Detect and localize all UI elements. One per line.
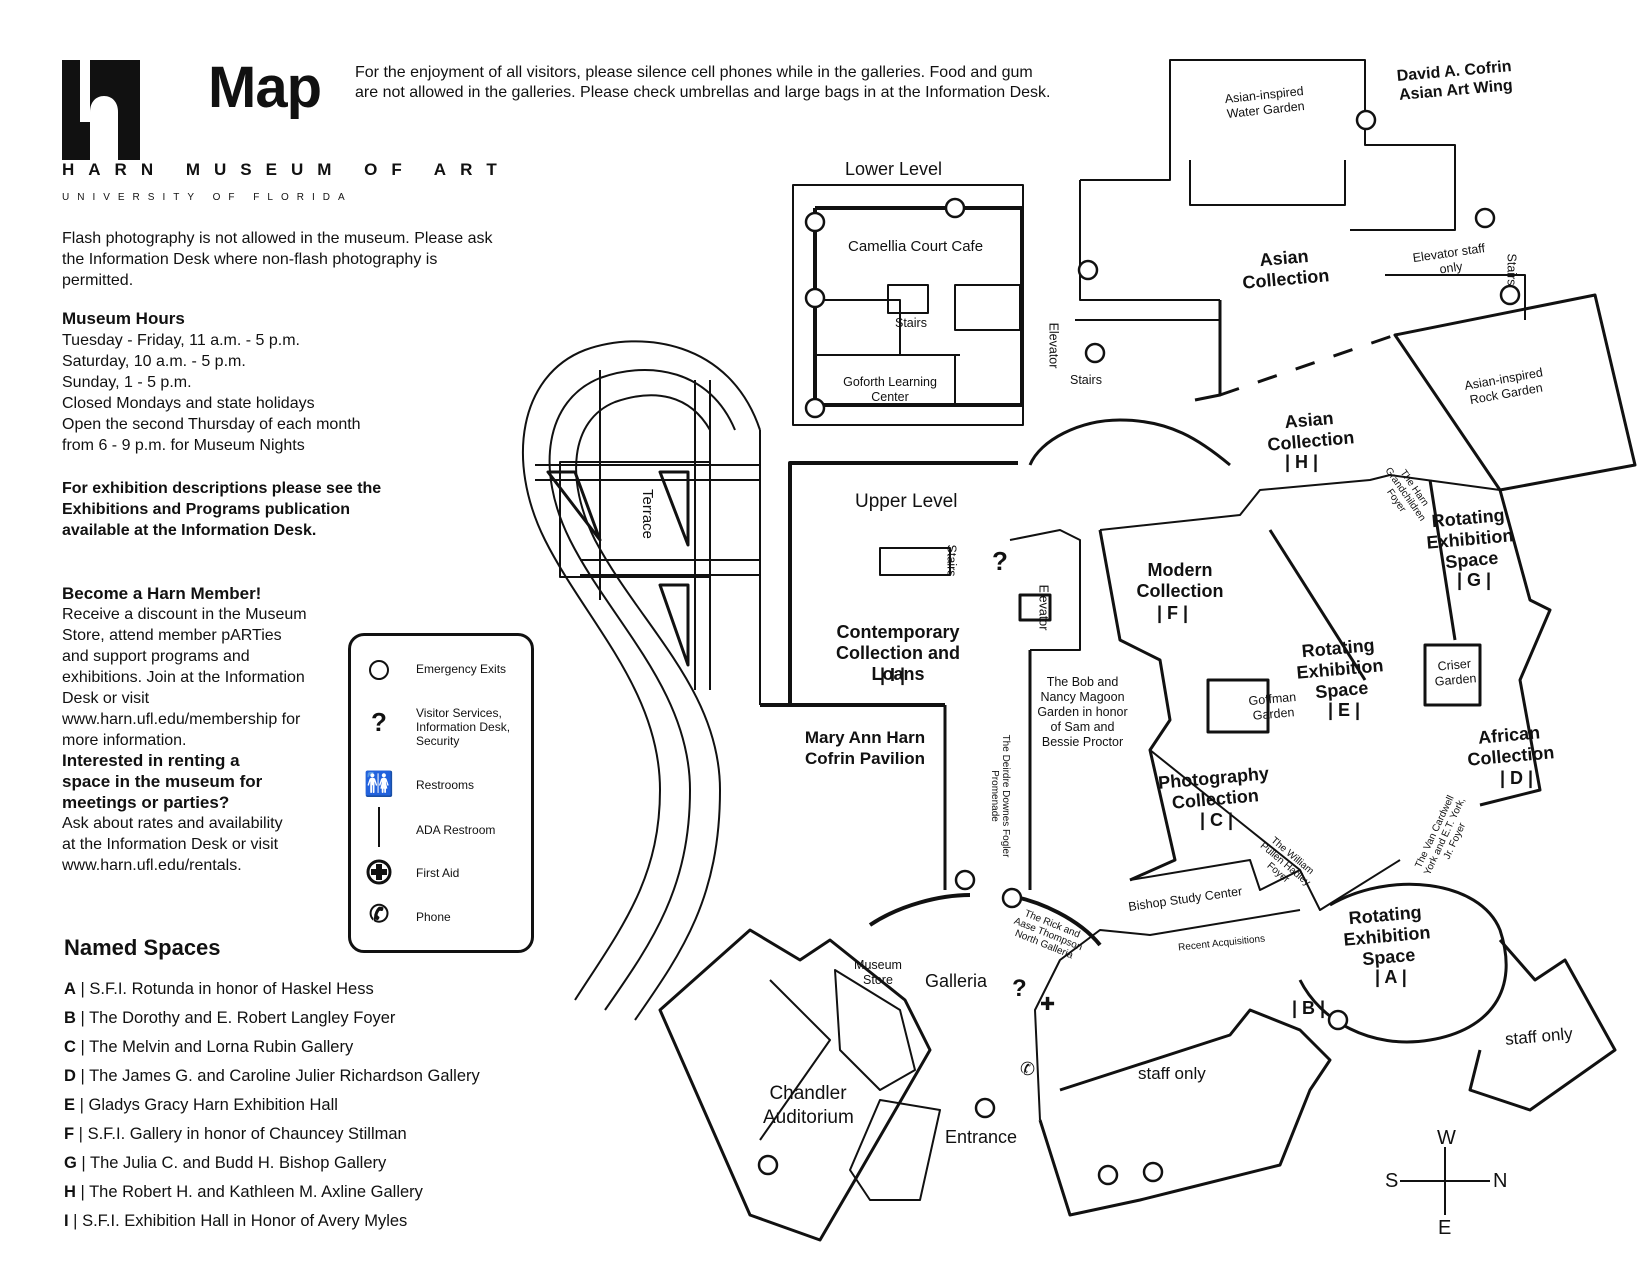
list-item: D | The James G. and Caroline Julier Ric… [64,1067,480,1085]
legend-row: ✆ Phone [351,898,531,934]
upper-level-label: Upper Level [855,491,958,512]
elevator-label: Elevator [1046,322,1061,369]
map-legend: Emergency Exits ? Visitor Services, Info… [348,633,534,953]
terrace-label: Terrace [639,488,657,540]
magoon-garden-label: The Bob and Nancy Magoon Garden in honor… [1037,675,1128,749]
lower-level-label: Lower Level [845,159,943,179]
cofrin-pavilion-label: Mary Ann Harn Cofrin Pavilion [804,728,926,768]
visitor-services-icon: ? [992,546,1008,576]
photography-code: | C | [1200,810,1234,830]
galleria-label: Galleria [925,971,988,991]
legend-row: ? Visitor Services, Information Desk, Se… [351,706,531,748]
modern-collection-label: Modern Collection [1136,560,1224,601]
compass-s: S [1385,1170,1399,1192]
goforth-label: Goforth Learning Center [843,375,937,404]
asian-h-code: | H | [1285,452,1319,472]
list-item: H | The Robert H. and Kathleen M. Axline… [64,1183,423,1201]
legend-row: 🚻 Restrooms [351,768,531,804]
cafe-label: Camellia Court Cafe [848,238,984,255]
legend-row: Emergency Exits [351,654,531,690]
rotating-a-label: Rotating Exhibition Space [1342,901,1432,970]
african-code: | D | [1500,768,1534,788]
legend-label: Restrooms [416,778,475,792]
promenade-label: The Deirdre Downes Fogler Promenade [989,734,1011,858]
museum-store-label: Museum Store [854,958,902,987]
hours-line: Sunday, 1 - 5 p.m. [62,374,192,391]
hours-line: Tuesday - Friday, 11 a.m. - 5 p.m. [62,332,300,349]
legend-label: First Aid [416,866,460,880]
hours-list: Tuesday - Friday, 11 a.m. - 5 p.m. Satur… [62,330,361,456]
list-item: F | S.F.I. Gallery in honor of Chauncey … [64,1125,407,1143]
restroom-icon: 🚻 [364,770,394,798]
named-spaces-list: A | S.F.I. Rotunda in honor of Haskel He… [64,975,480,1236]
member-text: Receive a discount in the Museum Store, … [62,606,307,749]
rotating-g-code: | G | [1457,570,1492,590]
rent-text: Ask about rates and availability at the … [62,815,283,874]
legend-label: Visitor Services, Information Desk, Secu… [416,706,511,748]
visitor-services-icon: ? [1012,975,1027,1002]
rotating-a-code: | A | [1375,967,1407,987]
auditorium-label: Chandler Auditorium [763,1083,854,1128]
list-item: B | The Dorothy and E. Robert Langley Fo… [64,1009,396,1027]
list-item: E | Gladys Gracy Harn Exhibition Hall [64,1096,338,1114]
rotating-g-label: Rotating Exhibition Space [1425,504,1515,573]
first-aid-icon: ✚ [1040,994,1056,1014]
criser-garden-label: Criser Garden [1434,656,1477,689]
visitor-notice: For the enjoyment of all visitors, pleas… [355,64,1051,101]
stairs-label: Stairs [1504,253,1519,286]
exhibition-note: For exhibition descriptions please see t… [62,480,382,539]
modern-code: | F | [1157,603,1189,623]
legend-label: Emergency Exits [416,662,507,676]
compass-e: E [1438,1217,1452,1239]
staff-only-label: staff only [1138,1064,1206,1083]
hours-line: Saturday, 10 a.m. - 5 p.m. [62,353,246,370]
compass-n: N [1493,1170,1508,1192]
legend-row: ADA Restroom [351,807,531,847]
visitor-services-icon: ? [371,706,387,737]
rent-title: Interested in renting a space in the mus… [62,751,263,812]
member-title: Become a Harn Member! [62,584,262,603]
first-aid-icon [363,856,395,888]
compass-w: W [1437,1127,1456,1149]
b-code: | B | [1292,998,1326,1018]
university-name: UNIVERSITY OF FLORIDA [62,192,353,203]
entrance-label: Entrance [945,1127,1018,1147]
hours-line: Open the second Thursday of each month [62,416,361,433]
contemporary-label: Contemporary Collection and Loans [835,622,960,684]
contemporary-code: | I | [880,665,906,685]
photo-note: Flash photography is not allowed in the … [62,230,493,289]
hours-title: Museum Hours [62,309,185,328]
hours-line: Closed Mondays and state holidays [62,395,315,412]
phone-icon: ✆ [1020,1059,1036,1079]
page-title: Map [208,55,322,120]
museum-name: HARN MUSEUM OF ART [62,160,511,179]
emergency-exit-icon [363,654,395,686]
stairs-label: Stairs [944,544,959,577]
hours-line: from 6 - 9 p.m. for Museum Nights [62,437,305,454]
phone-icon: ✆ [368,900,390,928]
elevator-label: Elevator [1036,584,1051,631]
named-spaces-title: Named Spaces [64,935,221,960]
list-item: C | The Melvin and Lorna Rubin Gallery [64,1038,354,1056]
stairs-label: Stairs [895,316,927,330]
harn-logo [62,60,142,165]
goffman-garden-label: Goffman Garden [1247,689,1297,723]
list-item: A | S.F.I. Rotunda in honor of Haskel He… [64,980,374,998]
ada-restroom-icon [363,807,395,847]
rotating-e-code: | E | [1328,700,1361,720]
legend-label: Phone [416,910,451,924]
stairs-label: Stairs [1070,373,1102,387]
list-item: G | The Julia C. and Budd H. Bishop Gall… [64,1154,387,1172]
legend-label: ADA Restroom [416,823,496,837]
list-item: I | S.F.I. Exhibition Hall in Honor of A… [64,1212,408,1230]
legend-row: First Aid [351,856,531,892]
